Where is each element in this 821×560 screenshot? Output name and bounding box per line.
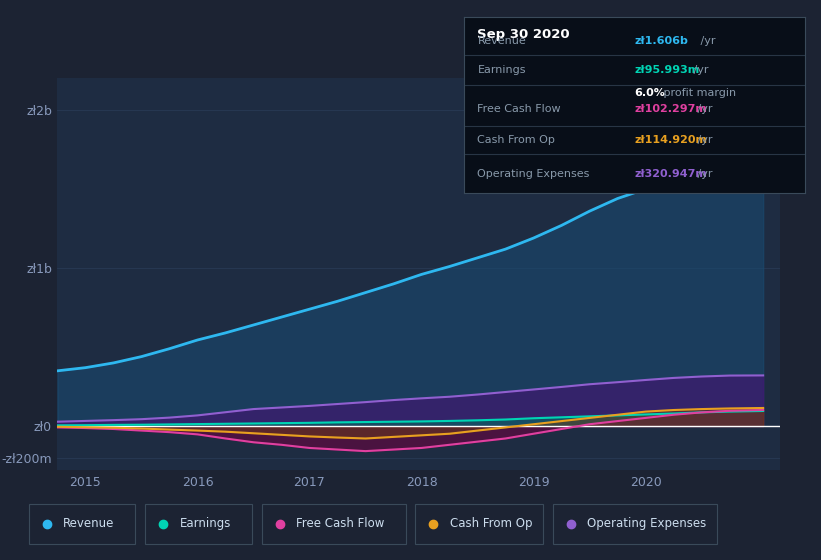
- Text: zł1.606b: zł1.606b: [635, 36, 688, 46]
- Text: /yr: /yr: [694, 136, 713, 145]
- Text: Sep 30 2020: Sep 30 2020: [478, 28, 570, 41]
- Text: Operating Expenses: Operating Expenses: [478, 169, 589, 179]
- Text: profit margin: profit margin: [660, 88, 736, 97]
- Text: Revenue: Revenue: [63, 517, 115, 530]
- Text: Cash From Op: Cash From Op: [450, 517, 532, 530]
- Text: Revenue: Revenue: [478, 36, 526, 46]
- Text: /yr: /yr: [694, 104, 713, 114]
- Text: zł320.947m: zł320.947m: [635, 169, 707, 179]
- Text: Operating Expenses: Operating Expenses: [587, 517, 706, 530]
- Text: Free Cash Flow: Free Cash Flow: [296, 517, 385, 530]
- Text: /yr: /yr: [694, 169, 713, 179]
- Text: 6.0%: 6.0%: [635, 88, 665, 97]
- Text: Cash From Op: Cash From Op: [478, 136, 555, 145]
- Text: Free Cash Flow: Free Cash Flow: [478, 104, 561, 114]
- Text: zł114.920m: zł114.920m: [635, 136, 707, 145]
- Text: Earnings: Earnings: [180, 517, 232, 530]
- Text: zł102.297m: zł102.297m: [635, 104, 707, 114]
- Text: zł95.993m: zł95.993m: [635, 65, 699, 74]
- Text: /yr: /yr: [697, 36, 716, 46]
- Text: /yr: /yr: [690, 65, 709, 74]
- Text: Earnings: Earnings: [478, 65, 526, 74]
